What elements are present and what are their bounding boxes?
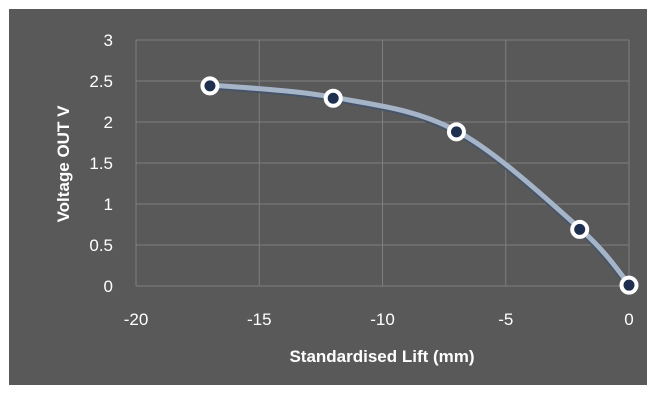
x-tick-label: -10	[370, 310, 395, 329]
y-tick-label: 1.5	[89, 154, 113, 173]
x-axis-title: Standardised Lift (mm)	[289, 347, 474, 366]
series	[200, 76, 639, 295]
data-point-1	[323, 88, 343, 108]
x-tick-label: -15	[247, 310, 272, 329]
y-tick-label: 0	[104, 277, 113, 296]
y-tick-label: 2	[104, 113, 113, 132]
y-tick-label: 3	[104, 31, 113, 50]
data-point-4	[619, 275, 639, 295]
x-tick-label: -20	[124, 310, 149, 329]
y-tick-label: 2.5	[89, 72, 113, 91]
y-tick-label: 1	[104, 195, 113, 214]
data-point-2	[446, 122, 466, 142]
data-point-3	[570, 219, 590, 239]
y-axis-title: Voltage OUT V	[54, 105, 73, 222]
y-tick-label: 0.5	[89, 236, 113, 255]
x-tick-label: 0	[624, 310, 633, 329]
y-axis-ticks: 0 0.5 1 1.5 2 2.5 3	[89, 31, 113, 296]
data-point-0	[200, 76, 220, 96]
x-axis-ticks: -20 -15 -10 -5 0	[124, 310, 634, 329]
series-line	[207, 82, 632, 287]
x-tick-label: -5	[498, 310, 513, 329]
